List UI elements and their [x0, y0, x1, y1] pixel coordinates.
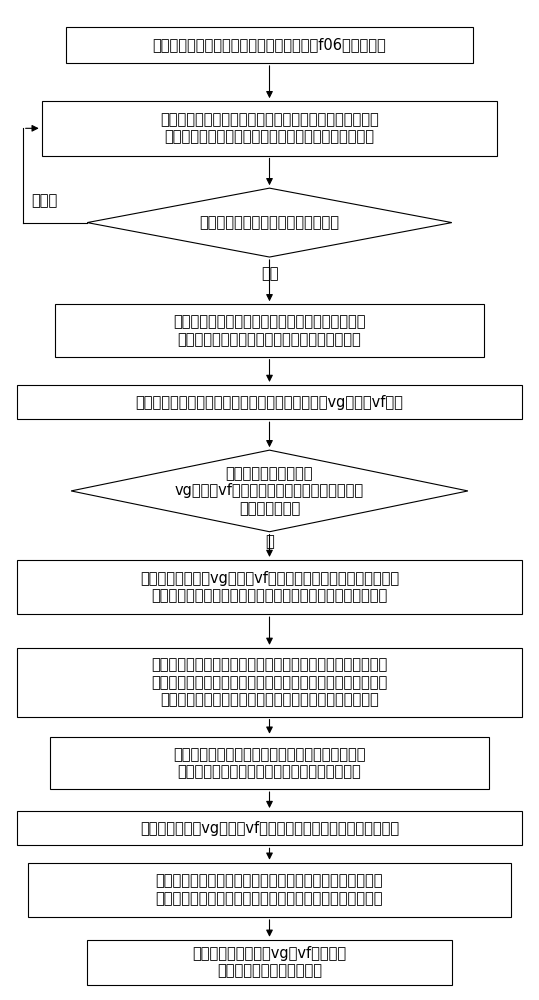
Polygon shape	[87, 188, 452, 257]
FancyBboxPatch shape	[50, 737, 489, 789]
FancyBboxPatch shape	[66, 27, 473, 63]
FancyBboxPatch shape	[17, 811, 522, 845]
FancyBboxPatch shape	[42, 101, 497, 156]
Text: 步骤三，判断用户输入参数是否合理: 步骤三，判断用户输入参数是否合理	[199, 215, 340, 230]
Text: 否: 否	[265, 534, 274, 549]
Text: 步骤七：根据所述vg矩阵和vf矩阵查找预定阻尼值的穿越点，插
值得到各阻尼值对应的颤振速度和颤振频率，并计算颤振速压: 步骤七：根据所述vg矩阵和vf矩阵查找预定阻尼值的穿越点，插 值得到各阻尼值对应…	[140, 571, 399, 603]
Text: 步骤六，判断步骤五中
vg矩阵和vf矩阵中各阶模态中的其中一阶模态
是否为刚体模态: 步骤六，判断步骤五中 vg矩阵和vf矩阵中各阶模态中的其中一阶模态 是否为刚体模…	[175, 466, 364, 516]
Polygon shape	[71, 450, 468, 532]
Text: 步骤十二：设定所述vg和vf曲线线形
及颜色，并绘图；退出程序: 步骤十二：设定所述vg和vf曲线线形 及颜色，并绘图；退出程序	[192, 946, 347, 979]
FancyBboxPatch shape	[87, 940, 452, 985]
FancyBboxPatch shape	[17, 385, 522, 419]
Text: 合理: 合理	[261, 266, 278, 281]
FancyBboxPatch shape	[17, 648, 522, 717]
Text: 步骤四：顺序读取所述目标文件，查找各阶模态的
速度序列、阻尼序列、频率序列，记录模态阶数: 步骤四：顺序读取所述目标文件，查找各阶模态的 速度序列、阻尼序列、频率序列，记录…	[173, 314, 366, 347]
Text: 步骤五：把速度序列、阻尼序列、频率序列存储到vg矩阵和vf矩阵: 步骤五：把速度序列、阻尼序列、频率序列存储到vg矩阵和vf矩阵	[136, 395, 403, 410]
Text: 步骤十一：根据步骤二中输入的所述绘图的模态阶数，判断
是否需要绘图；需要绘图则进行步骤十二；否则，退出程序: 步骤十一：根据步骤二中输入的所述绘图的模态阶数，判断 是否需要绘图；需要绘图则进…	[156, 874, 383, 906]
Text: 不合理: 不合理	[31, 193, 57, 208]
FancyBboxPatch shape	[28, 863, 511, 917]
Text: 步骤二：获取用户输入的气流密度、刚体模态阶数、绘图
的模态阶数、所述目标文件中的速度单位、预定阻尼值: 步骤二：获取用户输入的气流密度、刚体模态阶数、绘图 的模态阶数、所述目标文件中的…	[160, 112, 379, 145]
Text: 步骤一，获取用户选择目标目录下后缀名为f06的目标文件: 步骤一，获取用户选择目标目录下后缀名为f06的目标文件	[153, 37, 386, 52]
Text: 步骤九：重复步骤六至步骤八，依次处理所述各阶
模态中其余模态对应的数据，直至颤振数据结束: 步骤九：重复步骤六至步骤八，依次处理所述各阶 模态中其余模态对应的数据，直至颤振…	[173, 747, 366, 779]
Text: 步骤八：把模态阶数、预定阻尼值、所述目标文件中各列名称
、所述目标文件中预定阻尼点上下各一行的整行数据、插值得
到的颤振速度、颤振频率和颤振速压输出到第一文本文: 步骤八：把模态阶数、预定阻尼值、所述目标文件中各列名称 、所述目标文件中预定阻尼…	[151, 657, 388, 707]
Text: 步骤十：把所述vg矩阵和vf矩阵按预定格式输出到第二文本文件: 步骤十：把所述vg矩阵和vf矩阵按预定格式输出到第二文本文件	[140, 821, 399, 836]
FancyBboxPatch shape	[55, 304, 484, 357]
FancyBboxPatch shape	[17, 560, 522, 614]
